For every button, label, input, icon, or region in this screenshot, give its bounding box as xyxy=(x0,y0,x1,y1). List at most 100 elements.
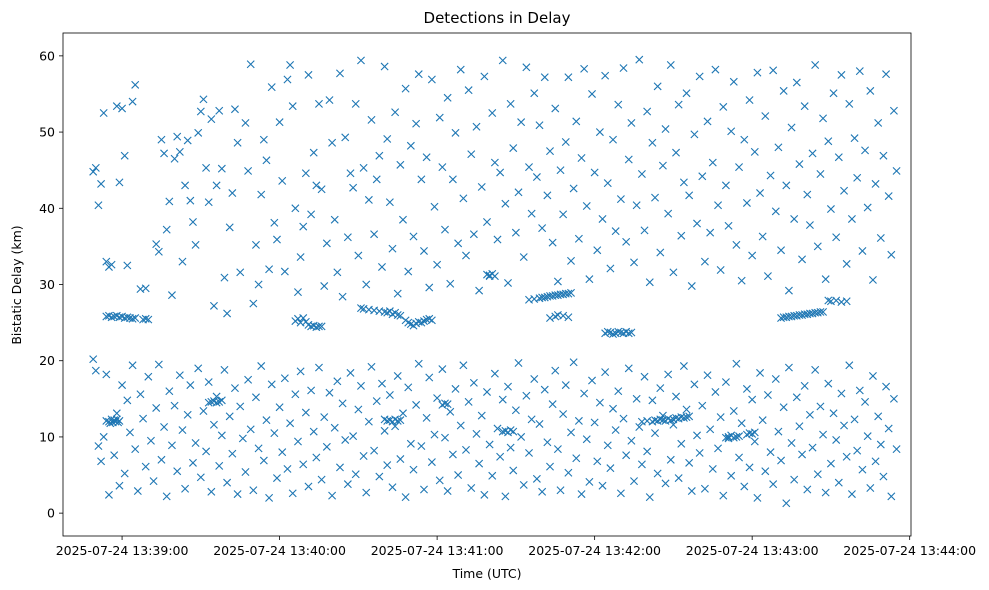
data-point xyxy=(761,467,770,476)
data-point xyxy=(556,166,565,175)
data-point xyxy=(808,443,817,452)
data-point xyxy=(443,400,452,409)
y-axis: 0 10 20 30 40 50 60 xyxy=(39,48,63,521)
data-point xyxy=(406,439,415,448)
data-point xyxy=(601,71,610,80)
data-point xyxy=(97,179,106,188)
data-point xyxy=(756,368,765,377)
data-point xyxy=(493,235,502,244)
data-point xyxy=(735,163,744,172)
data-point xyxy=(388,244,397,253)
data-point xyxy=(312,453,321,462)
data-point xyxy=(359,163,368,172)
data-point xyxy=(698,172,707,181)
data-point xyxy=(241,118,250,127)
data-point xyxy=(456,65,465,74)
data-point xyxy=(120,469,129,478)
data-point xyxy=(467,483,476,492)
data-point xyxy=(658,161,667,170)
data-point xyxy=(690,380,699,389)
data-point xyxy=(753,68,762,77)
data-point xyxy=(630,258,639,267)
data-point xyxy=(800,102,809,111)
data-point xyxy=(855,67,864,76)
data-point xyxy=(280,374,289,383)
data-point xyxy=(721,181,730,190)
data-point xyxy=(525,448,533,457)
data-point xyxy=(732,359,741,368)
data-point xyxy=(346,169,355,178)
data-point xyxy=(462,445,470,454)
data-point xyxy=(435,113,444,122)
data-point xyxy=(356,56,365,65)
data-point xyxy=(91,366,100,375)
data-point xyxy=(551,366,560,375)
data-point xyxy=(102,257,111,266)
x-tick-label: 2025-07-24 13:40:00 xyxy=(213,543,346,558)
data-point xyxy=(850,134,859,143)
data-point xyxy=(819,307,828,316)
data-point xyxy=(244,166,253,175)
data-point xyxy=(396,160,405,169)
data-point xyxy=(606,464,615,473)
x-tick-label: 2025-07-24 13:44:00 xyxy=(843,543,976,558)
data-point xyxy=(884,192,893,201)
data-point xyxy=(301,169,310,178)
data-point xyxy=(824,137,833,146)
data-point xyxy=(144,315,153,324)
data-point xyxy=(706,425,715,434)
data-point xyxy=(826,205,835,214)
data-point xyxy=(614,327,623,336)
data-point xyxy=(504,278,512,287)
data-point xyxy=(364,195,373,204)
data-point xyxy=(212,398,221,407)
data-point xyxy=(559,210,568,219)
data-point xyxy=(238,434,247,443)
data-point xyxy=(832,233,841,242)
data-point xyxy=(173,132,182,141)
data-point xyxy=(842,297,851,306)
x-tick-label: 2025-07-24 13:41:00 xyxy=(371,543,504,558)
data-point xyxy=(774,143,783,152)
y-tick-label: 10 xyxy=(39,429,55,444)
data-point xyxy=(504,382,512,391)
data-point xyxy=(669,268,678,277)
data-point xyxy=(462,251,470,260)
data-point xyxy=(446,407,455,416)
data-point xyxy=(136,390,145,399)
data-point xyxy=(685,412,694,421)
data-point xyxy=(254,280,263,289)
data-point xyxy=(637,170,646,178)
data-point xyxy=(679,362,688,371)
data-point xyxy=(721,433,730,442)
data-point xyxy=(624,329,633,338)
data-point xyxy=(265,265,274,274)
data-point xyxy=(483,387,491,396)
data-point xyxy=(451,384,460,393)
data-point xyxy=(590,168,599,177)
data-point xyxy=(257,362,266,371)
data-point xyxy=(383,461,392,470)
data-point xyxy=(866,483,875,492)
data-point xyxy=(304,70,313,79)
data-point xyxy=(91,163,100,172)
data-point xyxy=(123,396,132,405)
data-point xyxy=(771,207,780,216)
data-point xyxy=(729,77,738,86)
data-point xyxy=(679,178,688,187)
data-point xyxy=(672,148,681,157)
data-point xyxy=(889,394,898,403)
data-point xyxy=(580,64,589,73)
data-point xyxy=(152,240,161,249)
data-point xyxy=(598,481,607,490)
data-point xyxy=(188,218,197,226)
data-point xyxy=(656,384,665,393)
data-point xyxy=(664,370,673,379)
data-point xyxy=(370,230,379,239)
data-point xyxy=(409,465,418,474)
data-point xyxy=(672,392,681,401)
data-point xyxy=(128,361,137,370)
data-point xyxy=(737,276,746,285)
data-point xyxy=(131,314,140,323)
data-point xyxy=(501,199,510,208)
